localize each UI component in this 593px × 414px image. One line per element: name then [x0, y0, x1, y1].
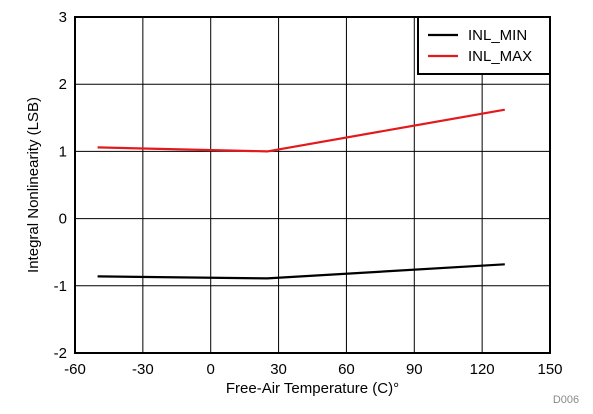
y-tick-label: -1	[54, 278, 67, 295]
x-tick-label: 90	[406, 361, 423, 378]
x-tick-label: -30	[132, 361, 154, 378]
x-tick-label: -60	[64, 361, 86, 378]
legend-box	[417, 16, 551, 75]
legend-items: INL_MIN INL_MAX	[428, 27, 532, 65]
x-tick-label: 60	[338, 361, 355, 378]
y-axis-label: Integral Nonlinearity (LSB)	[25, 97, 42, 273]
x-tick-label: 120	[470, 361, 495, 378]
data-series	[97, 108, 505, 280]
y-tick-label: 0	[59, 211, 67, 228]
x-tick-label: 0	[207, 361, 215, 378]
y-tick-label: 3	[59, 9, 67, 26]
series-line-inl-min	[97, 263, 505, 280]
y-tick-labels: -2 -1 0 1 2 3	[54, 9, 67, 362]
x-tick-labels: -60 -30 0 30 60 90 120 150	[64, 361, 562, 378]
plot-frame	[74, 16, 551, 354]
series-line-inl-max	[97, 108, 505, 153]
y-tick-label: 1	[59, 143, 67, 160]
x-tick-label: 150	[537, 361, 562, 378]
legend: INL_MIN INL_MAX	[417, 16, 551, 75]
legend-label: INL_MIN	[468, 27, 527, 44]
y-tick-label: -2	[54, 345, 67, 362]
y-tick-label: 2	[59, 76, 67, 93]
figure-id: D006	[553, 394, 579, 406]
x-axis-label: Free-Air Temperature (C)°	[226, 380, 399, 397]
x-tick-label: 30	[270, 361, 287, 378]
legend-label: INL_MAX	[468, 48, 532, 65]
